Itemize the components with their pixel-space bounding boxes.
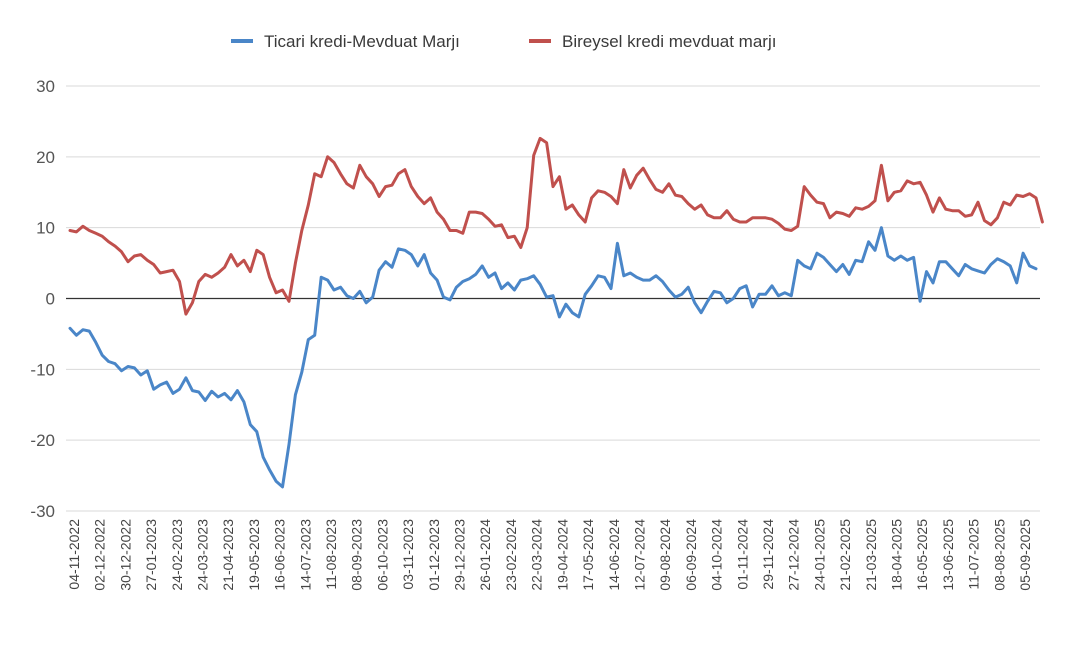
x-tick-label: 02-12-2022 (92, 519, 108, 591)
x-axis-ticks: 04-11-2022 02-12-2022 30-12-2022 27-01-2023… (66, 519, 1033, 591)
x-tick-label: 16-05-2025 (914, 519, 930, 591)
x-tick-label: 06-09-2024 (683, 519, 699, 591)
x-tick-label: 16-06-2023 (272, 519, 288, 591)
x-tick-label: 06-10-2023 (374, 519, 390, 591)
x-tick-label: 04-11-2022 (66, 519, 82, 590)
legend: Ticari kredi-Mevduat Marjı Bireysel kred… (231, 32, 776, 51)
x-tick-label: 26-01-2024 (477, 519, 493, 591)
x-tick-label: 22-03-2024 (529, 519, 545, 591)
series-lines (68, 136, 1044, 489)
y-tick-label: 30 (36, 77, 55, 96)
x-tick-label: 24-01-2025 (811, 519, 827, 591)
legend-label-commercial: Ticari kredi-Mevduat Marjı (264, 32, 460, 51)
x-tick-label: 11-07-2025 (966, 519, 982, 590)
x-tick-label: 21-03-2025 (863, 519, 879, 591)
x-tick-label: 03-11-2023 (400, 519, 416, 590)
x-tick-label: 14-07-2023 (297, 519, 313, 591)
x-tick-label: 09-08-2024 (657, 519, 673, 591)
x-tick-label: 30-12-2022 (117, 519, 133, 591)
y-axis-ticks: -30 -20 -10 0 10 20 30 (30, 77, 55, 521)
x-tick-label: 04-10-2024 (709, 519, 725, 591)
x-tick-label: 08-08-2025 (991, 519, 1007, 591)
x-tick-label: 27-12-2024 (786, 519, 802, 591)
x-tick-label: 24-02-2023 (169, 519, 185, 591)
x-tick-label: 19-05-2023 (246, 519, 262, 591)
x-tick-label: 19-04-2024 (554, 519, 570, 591)
x-tick-label: 12-07-2024 (631, 519, 647, 591)
x-tick-label: 23-02-2024 (503, 519, 519, 591)
x-tick-label: 24-03-2023 (195, 519, 211, 591)
y-tick-label: -20 (30, 431, 55, 450)
x-tick-label: 05-09-2025 (1017, 519, 1033, 591)
x-tick-label: 29-12-2023 (452, 519, 468, 591)
y-tick-label: 0 (46, 290, 55, 309)
x-tick-label: 18-04-2025 (888, 519, 904, 591)
grid-lines (66, 85, 1040, 512)
x-tick-label: 21-02-2025 (837, 519, 853, 591)
x-tick-label: 21-04-2023 (220, 519, 236, 591)
x-tick-label: 17-05-2024 (580, 519, 596, 591)
legend-label-retail: Bireysel kredi mevduat marjı (562, 32, 776, 51)
x-tick-label: 01-12-2023 (426, 519, 442, 591)
y-tick-label: -10 (30, 360, 55, 379)
x-tick-label: 14-06-2024 (606, 519, 622, 591)
y-tick-label: 20 (36, 148, 55, 167)
y-tick-label: -30 (30, 502, 55, 521)
x-tick-label: 11-08-2023 (323, 519, 339, 590)
series-line-commercial (68, 226, 1038, 489)
x-tick-label: 29-11-2024 (760, 519, 776, 590)
x-tick-label: 01-11-2024 (734, 519, 750, 590)
y-tick-label: 10 (36, 219, 55, 238)
x-tick-label: 08-09-2023 (349, 519, 365, 591)
series-line-retail (68, 136, 1044, 316)
x-tick-label: 27-01-2023 (143, 519, 159, 591)
x-tick-label: 13-06-2025 (940, 519, 956, 591)
